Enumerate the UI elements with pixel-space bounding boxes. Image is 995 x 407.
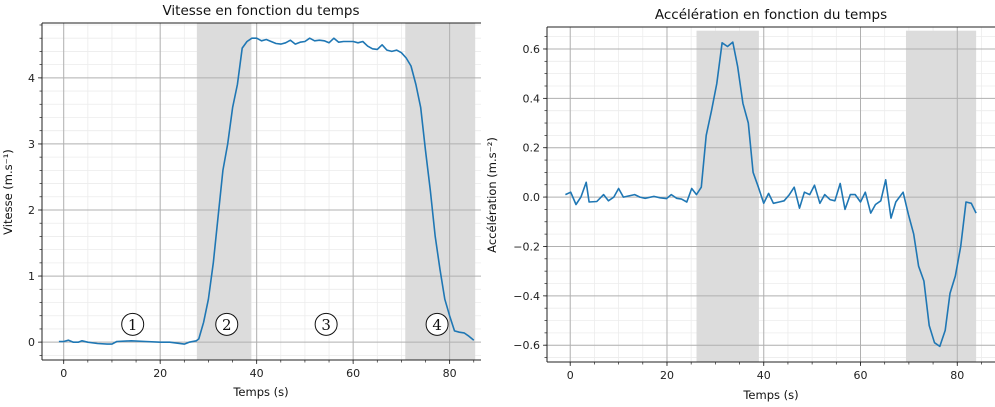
annotation-label: 2	[222, 316, 232, 334]
y-axis-label: Accélération (m.s⁻²)	[485, 137, 499, 253]
y-tick-label: 0	[28, 336, 35, 349]
shaded-region	[196, 23, 252, 360]
phase-annotation: 3	[314, 312, 338, 336]
x-tick-label: 80	[443, 367, 457, 380]
x-tick-label: 0	[567, 369, 574, 382]
plot-area: 0 20 40 60 80 0 1 2 3 4 1 2 3 4	[28, 22, 481, 380]
annotation-circle	[121, 312, 145, 336]
y-axis-label: Vitesse (m.s⁻¹)	[1, 149, 15, 235]
chart-title: Accélération en fonction du temps	[655, 7, 887, 23]
annotation-label: 1	[128, 316, 138, 334]
x-tick-label: 0	[60, 367, 67, 380]
annotation-circle	[215, 312, 239, 336]
plot-area: 0 20 40 60 80 −0.6 −0.4 −0.2 0.0 0.2 0.4 0.6	[513, 26, 995, 382]
y-tick-label: 2	[28, 204, 35, 217]
data-series-line	[565, 41, 977, 348]
y-tick-label: −0.4	[513, 290, 540, 303]
y-tick-label: 0.2	[523, 142, 541, 155]
shaded-region	[696, 30, 759, 362]
y-tick-label: 4	[28, 72, 35, 85]
x-axis-label: Temps (s)	[742, 388, 798, 402]
annotation-circle	[314, 312, 338, 336]
y-tick-label: −0.6	[513, 339, 540, 352]
chart-title: Vitesse en fonction du temps	[162, 3, 359, 19]
x-axis-label: Temps (s)	[232, 385, 288, 399]
acceleration-chart: 0 20 40 60 80 −0.6 −0.4 −0.2 0.0 0.2 0.4 0.6 Accélé…	[485, 7, 995, 402]
x-tick-label: 20	[153, 367, 167, 380]
y-tick-label: 1	[28, 270, 35, 283]
x-tick-label: 60	[854, 369, 868, 382]
annotation-label: 3	[321, 316, 331, 334]
y-tick-label: 0.0	[523, 191, 541, 204]
phase-annotation: 4	[425, 312, 449, 336]
phase-annotation: 2	[215, 312, 239, 336]
x-tick-label: 80	[950, 369, 964, 382]
x-tick-label: 60	[346, 367, 360, 380]
velocity-chart: 0 20 40 60 80 0 1 2 3 4 1 2 3 4 Vitesse en fonction d…	[1, 3, 481, 399]
y-tick-label: 0.6	[523, 43, 541, 56]
shaded-region	[905, 30, 977, 362]
y-tick-label: 0.4	[523, 92, 541, 105]
x-tick-label: 40	[250, 367, 264, 380]
phase-annotation: 1	[121, 312, 145, 336]
data-series-line	[58, 37, 475, 345]
x-tick-label: 20	[660, 369, 674, 382]
annotation-label: 4	[432, 316, 442, 334]
annotation-circle	[425, 312, 449, 336]
shaded-region	[405, 23, 476, 360]
y-tick-label: 3	[28, 138, 35, 151]
y-tick-label: −0.2	[513, 240, 540, 253]
x-tick-label: 40	[757, 369, 771, 382]
